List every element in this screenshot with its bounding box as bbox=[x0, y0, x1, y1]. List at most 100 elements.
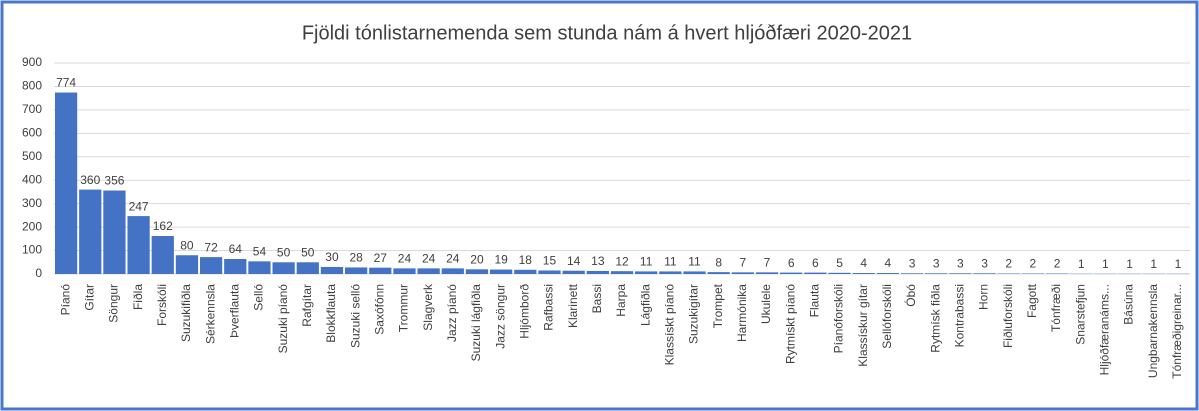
bar bbox=[465, 269, 489, 274]
value-label: 1 bbox=[1175, 257, 1182, 271]
value-label: 774 bbox=[56, 76, 76, 90]
value-label: 247 bbox=[129, 199, 149, 213]
bar bbox=[127, 216, 150, 274]
x-tick-label: Suzuki píanó bbox=[276, 284, 290, 354]
bar bbox=[562, 270, 585, 274]
y-tick-label: 200 bbox=[22, 219, 42, 233]
chart-title: Fjöldi tónlistarnemenda sem stunda nám á… bbox=[302, 22, 912, 44]
x-tick-label: Fiðla bbox=[131, 284, 145, 310]
bar bbox=[755, 272, 779, 274]
x-tick-label: Blokkflauta bbox=[324, 284, 338, 343]
x-tick-label: Ukulele bbox=[759, 284, 773, 324]
bar bbox=[852, 273, 875, 274]
x-tick-label: Suzukifiðla bbox=[179, 284, 193, 342]
y-tick-label: 900 bbox=[22, 55, 42, 69]
bar bbox=[369, 267, 392, 274]
x-tick-label: Kontrabassi bbox=[953, 284, 967, 347]
x-tick-label: Fagott bbox=[1025, 283, 1039, 318]
x-tick-label: Bassi bbox=[590, 284, 604, 313]
value-label: 72 bbox=[204, 240, 218, 254]
value-label: 6 bbox=[788, 256, 795, 270]
x-tick-label: Suzuki lágfiðla bbox=[469, 284, 483, 362]
value-label: 2 bbox=[1005, 257, 1012, 271]
x-tick-label: Píanóforskóli bbox=[832, 284, 846, 353]
x-tick-label: Rafgítar bbox=[300, 284, 314, 327]
x-tick-label: Selló bbox=[252, 284, 266, 311]
y-tick-label: 400 bbox=[22, 172, 42, 186]
value-label: 18 bbox=[519, 253, 533, 267]
bar bbox=[876, 273, 899, 274]
bar bbox=[900, 273, 924, 274]
bar bbox=[586, 270, 609, 274]
value-label: 11 bbox=[640, 255, 653, 269]
x-tick-label: Suzukigítar bbox=[687, 284, 701, 344]
value-label: 64 bbox=[229, 242, 243, 256]
value-label: 50 bbox=[277, 245, 291, 259]
value-label: 7 bbox=[764, 256, 771, 270]
bar bbox=[925, 273, 948, 274]
value-label: 14 bbox=[567, 254, 581, 268]
value-label: 1 bbox=[1126, 257, 1133, 271]
x-tick-label: Söngur bbox=[107, 284, 121, 323]
bar bbox=[393, 268, 416, 274]
x-tick-label: Þverflauta bbox=[227, 284, 241, 338]
y-tick-label: 700 bbox=[22, 102, 42, 116]
y-tick-label: 600 bbox=[22, 126, 42, 140]
value-label: 24 bbox=[446, 252, 460, 266]
x-tick-label: Snarstefjun bbox=[1073, 284, 1087, 345]
x-tick-label: Horn bbox=[977, 284, 991, 310]
value-label: 50 bbox=[301, 245, 315, 259]
value-label: 8 bbox=[715, 255, 722, 269]
value-label: 5 bbox=[836, 256, 843, 270]
x-tick-label: Lágfiðla bbox=[638, 284, 652, 326]
bar bbox=[54, 92, 78, 274]
x-tick-label: Hljóðfæranáms... bbox=[1098, 284, 1112, 375]
value-label: 356 bbox=[104, 174, 124, 188]
x-tick-label: Harmónika bbox=[735, 284, 749, 342]
value-label: 12 bbox=[615, 254, 629, 268]
x-tick-label: Sérkennsla bbox=[203, 284, 217, 344]
value-label: 3 bbox=[957, 256, 964, 270]
bar bbox=[272, 262, 295, 274]
y-tick-label: 100 bbox=[22, 243, 42, 257]
bar bbox=[103, 190, 126, 274]
x-tick-label: Tónfræði bbox=[1049, 284, 1063, 332]
value-label: 1 bbox=[1102, 257, 1109, 271]
value-label: 4 bbox=[885, 256, 892, 270]
x-tick-label: Jazz söngur bbox=[493, 284, 507, 349]
bar bbox=[707, 272, 730, 274]
value-label: 3 bbox=[909, 256, 916, 270]
value-label: 54 bbox=[253, 245, 267, 259]
y-tick-label: 800 bbox=[22, 79, 42, 93]
bar bbox=[248, 261, 271, 274]
bar bbox=[151, 236, 174, 274]
bar bbox=[441, 268, 464, 274]
bar bbox=[345, 267, 368, 274]
value-label: 3 bbox=[933, 256, 940, 270]
bar bbox=[659, 271, 682, 274]
bar bbox=[731, 272, 754, 274]
x-tick-label: Saxófónn bbox=[372, 284, 386, 335]
value-label: 24 bbox=[422, 252, 436, 266]
value-label: 162 bbox=[153, 219, 173, 233]
x-tick-label: Forskóli bbox=[155, 284, 169, 326]
value-label: 4 bbox=[860, 256, 867, 270]
bar bbox=[828, 272, 851, 274]
x-tick-label: Óbó bbox=[903, 284, 918, 307]
x-tick-label: Flauta bbox=[808, 284, 822, 318]
y-tick-label: 300 bbox=[22, 196, 42, 210]
bar bbox=[538, 270, 561, 274]
value-label: 360 bbox=[80, 173, 100, 187]
x-tick-label: Slagverk bbox=[421, 283, 435, 331]
y-tick-label: 0 bbox=[35, 266, 42, 280]
value-label: 80 bbox=[180, 238, 194, 252]
x-tick-label: Tónfræðigreinar... bbox=[1170, 284, 1184, 379]
value-label: 24 bbox=[398, 252, 412, 266]
value-label: 20 bbox=[470, 252, 484, 266]
x-tick-label: Harpa bbox=[614, 284, 628, 317]
x-tick-label: Sellóforskóli bbox=[880, 284, 894, 349]
bar bbox=[199, 257, 223, 274]
x-tick-label: Klassískur gítar bbox=[856, 284, 870, 367]
bar bbox=[635, 271, 658, 274]
